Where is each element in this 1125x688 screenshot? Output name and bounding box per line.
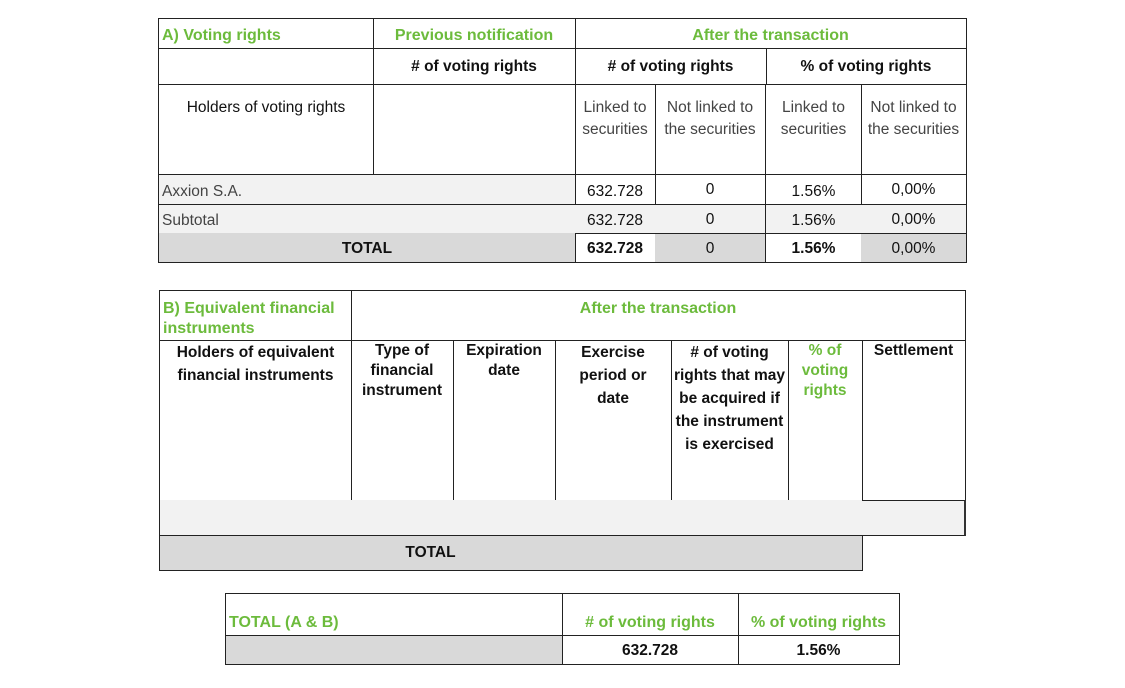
num-voting-rights-header: # of voting rights: [562, 593, 739, 636]
total-linked: 632.728: [575, 233, 656, 263]
total-num-value: 632.728: [562, 635, 739, 665]
settlement-cell: [862, 500, 966, 536]
pct-voting-rights-header: % of voting rights: [766, 48, 967, 85]
empty-cell: [351, 500, 454, 536]
empty-prev-cell: [373, 84, 576, 175]
type-instrument-header: Type of financial instrument: [351, 340, 454, 501]
after-transaction-header: After the transaction: [351, 290, 966, 341]
pct-linked-value: 1.56%: [766, 174, 862, 205]
total-pct-value: 1.56%: [738, 635, 900, 665]
previous-value: [373, 174, 576, 205]
linked-value: 632.728: [575, 204, 656, 234]
empty-total-cell: [225, 635, 563, 665]
table-a-title: A) Voting rights: [158, 18, 374, 49]
table-b-title: B) Equivalent financial instruments: [159, 290, 352, 341]
expiration-date-header: Expiration date: [453, 340, 556, 501]
pct-not-linked-value: 0,00%: [861, 204, 967, 234]
not-linked-header: Not linked to the securities: [655, 84, 766, 175]
pct-voting-rights-header: % of voting rights: [738, 593, 900, 636]
not-linked-value: 0: [655, 174, 766, 205]
num-voting-rights-header: # of voting rights: [575, 48, 767, 85]
after-transaction-header: After the transaction: [575, 18, 967, 49]
pct-not-linked-value: 0,00%: [861, 174, 967, 205]
holders-header: Holders of voting rights: [158, 84, 374, 175]
total-label: TOTAL: [158, 233, 576, 263]
holder-name: Subtotal: [158, 204, 374, 234]
exercise-period-header: Exercise period or date: [555, 340, 672, 501]
pct-linked-header: Linked to securities: [766, 84, 862, 175]
empty-header-cell: [158, 48, 374, 85]
previous-notification-header: Previous notification: [373, 18, 576, 49]
holders-instruments-header: Holders of equivalent financial instrume…: [159, 340, 352, 501]
pct-linked-value: 1.56%: [766, 204, 862, 234]
pct-voting-rights-header: % of voting rights: [788, 340, 863, 501]
voting-rights-acquired-header: # of voting rights that may be acquired …: [671, 340, 789, 501]
table-c-title: TOTAL (A & B): [225, 593, 563, 636]
total-pct-linked: 1.56%: [766, 233, 862, 263]
pct-not-linked-header: Not linked to the securities: [861, 84, 967, 175]
total-pct-not-linked: 0,00%: [861, 233, 967, 263]
total-label: TOTAL: [159, 535, 672, 571]
total-not-linked: 0: [655, 233, 766, 263]
total-pct: [788, 535, 863, 571]
previous-value: [373, 204, 576, 234]
prev-num-voting-rights-header: # of voting rights: [373, 48, 576, 85]
total-voting-rights: [671, 535, 789, 571]
empty-cell: [671, 500, 789, 536]
empty-cell: [159, 500, 352, 536]
linked-value: 632.728: [575, 174, 656, 205]
empty-cell: [453, 500, 556, 536]
not-linked-value: 0: [655, 204, 766, 234]
empty-cell: [788, 500, 863, 536]
settlement-header: Settlement: [862, 340, 966, 501]
linked-header: Linked to securities: [575, 84, 656, 175]
empty-cell: [555, 500, 672, 536]
holder-name: Axxion S.A.: [158, 174, 374, 205]
